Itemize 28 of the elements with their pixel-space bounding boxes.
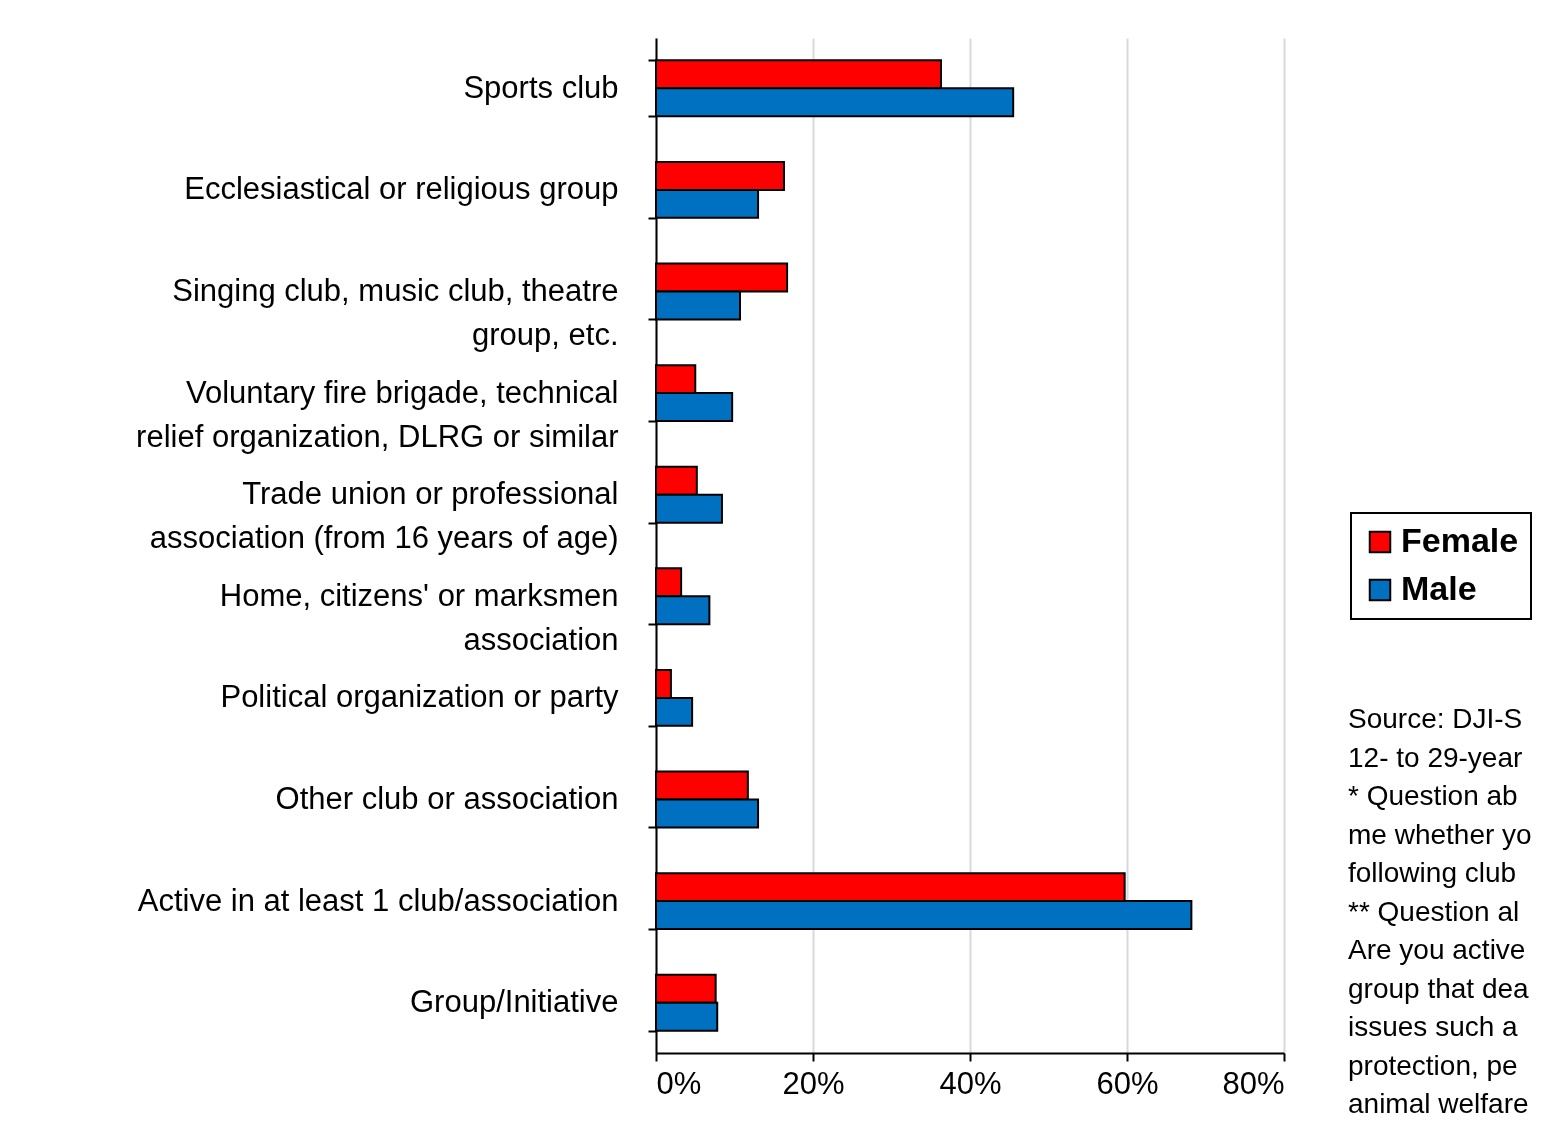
y-tick-label: Active in at least 1 club/association <box>137 882 619 918</box>
y-tick-label: Singing club, music club, theatre group, etc. <box>172 273 619 352</box>
x-tick-label: 80% <box>1222 1065 1285 1101</box>
source-note: Source: DJI-S <box>1348 703 1523 734</box>
legend-label: Female <box>1401 521 1519 559</box>
x-tick-label: 0% <box>656 1065 702 1101</box>
text: me whether yo <box>1348 818 1532 850</box>
y-tick-label: Home, citizens' or marksmen association <box>219 577 619 657</box>
x-tick-label: 40% <box>939 1065 1002 1101</box>
text: * Question ab <box>1348 780 1518 811</box>
text: group that dea <box>1348 972 1530 1004</box>
y-tick-label: Voluntary fire brigade, technical relief organization, DLRG or similar <box>136 374 619 454</box>
y-tick-label: Trade union or professional association (from 16 years of age) <box>149 476 619 556</box>
x-tick-label: 60% <box>1096 1065 1159 1101</box>
y-tick-label: Political organization or party <box>220 679 619 715</box>
text: issues such a <box>1348 1011 1519 1042</box>
text: protection, pe <box>1348 1049 1518 1081</box>
y-tick-label: Group/Initiative <box>410 984 619 1020</box>
y-tick-label: Ecclesiastical or religious group <box>184 171 619 207</box>
y-tick-label: Other club or association <box>275 781 619 816</box>
text: following club <box>1348 857 1517 888</box>
y-tick-label: Sports club <box>463 69 619 105</box>
text: Are you active <box>1348 934 1526 965</box>
text: 12- to 29-year <box>1348 741 1523 773</box>
text: ** Question al <box>1348 895 1520 927</box>
x-tick-label: 20% <box>782 1065 845 1101</box>
legend-label: Male <box>1401 569 1477 607</box>
text: animal welfare <box>1348 1088 1529 1119</box>
